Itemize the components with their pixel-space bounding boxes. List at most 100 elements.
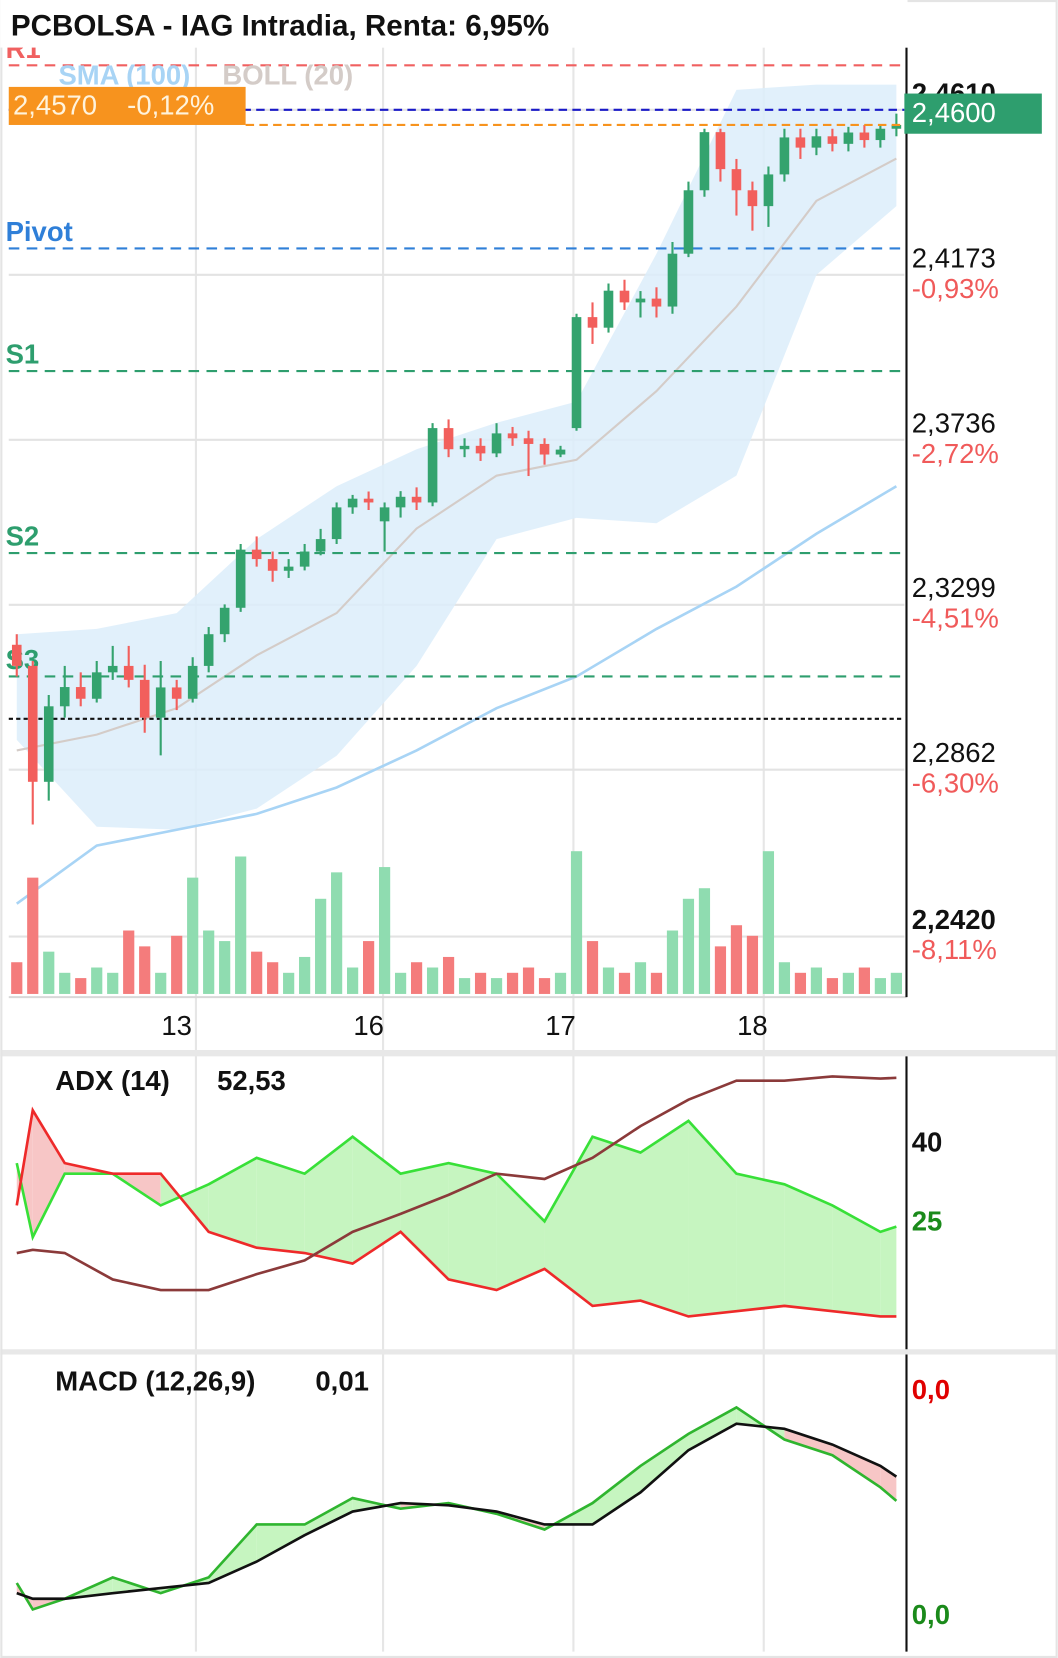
volume-bar <box>442 956 455 994</box>
volume-bar <box>363 941 375 994</box>
candle-body <box>411 496 422 503</box>
panel-value: 52,53 <box>217 1065 286 1096</box>
candle-body <box>187 665 198 699</box>
page-title: PCBOLSA - IAG Intradia, Renta: 6,95% <box>11 9 549 42</box>
candle-body <box>587 317 598 328</box>
y-tick-label: 25 <box>912 1206 943 1237</box>
volume-bar <box>139 946 151 994</box>
volume-bar <box>458 978 471 994</box>
panel-value: 0,01 <box>315 1365 369 1396</box>
candle-body <box>283 566 294 571</box>
volume-bar <box>187 877 199 994</box>
volume-bar <box>666 930 679 994</box>
fill-between <box>304 1498 353 1536</box>
volume-bar <box>618 972 631 994</box>
candle-body <box>539 443 550 455</box>
volume-bar <box>650 972 663 994</box>
x-tick-label: 17 <box>545 1010 576 1041</box>
fill-between <box>880 1226 897 1317</box>
candle-body <box>731 169 742 191</box>
candle-body <box>843 132 854 144</box>
volume-bar <box>315 898 327 994</box>
y-tick-label: 2,3299 <box>912 572 996 603</box>
volume-bar <box>586 941 599 994</box>
candle-body <box>507 433 518 439</box>
candle-body <box>251 549 262 560</box>
candle-body <box>219 607 230 635</box>
y-tick-label: 0,0 <box>912 1374 950 1405</box>
volume-bar <box>506 972 519 994</box>
fill-between <box>256 1157 305 1254</box>
y-tick-label: 2,2420 <box>912 904 996 935</box>
volume-bar <box>810 967 823 994</box>
fill-between <box>544 1503 593 1530</box>
volume-bar <box>203 930 215 994</box>
volume-bar <box>27 877 39 994</box>
volume-bar <box>682 898 695 994</box>
candle-body <box>267 559 278 571</box>
level-label: S2 <box>6 521 40 552</box>
volume-bar <box>331 872 343 994</box>
legend-entry: BOLL (20) <box>222 59 353 90</box>
volume-bar <box>251 951 263 994</box>
candle-body <box>683 190 694 254</box>
volume-bar <box>43 951 55 994</box>
volume-bar <box>490 978 503 994</box>
x-tick-label: 16 <box>353 1010 384 1041</box>
y2-tick-label: -6,30% <box>912 767 999 798</box>
volume-bar <box>698 888 711 994</box>
volume-bar <box>874 978 886 994</box>
candle-body <box>779 137 790 175</box>
x-tick-label: 18 <box>737 1010 768 1041</box>
volume-bar <box>522 967 535 994</box>
candle-body <box>171 687 182 699</box>
candle-body <box>651 298 662 307</box>
volume-bar <box>219 941 231 994</box>
fill-between <box>640 1433 689 1493</box>
indicator-line <box>15 1405 898 1612</box>
volume-bar <box>746 935 759 994</box>
volume-bar <box>474 972 487 994</box>
sma-line <box>15 485 898 905</box>
candle-body <box>107 665 118 673</box>
candle-body <box>427 428 438 503</box>
fill-between <box>352 1136 401 1264</box>
title-bar <box>0 0 908 48</box>
current-badge <box>904 93 1042 134</box>
last-change: -0,12% <box>127 89 214 120</box>
candle-body <box>763 174 774 207</box>
candle-body <box>27 665 38 782</box>
volume-bar <box>155 972 167 994</box>
candle-body <box>379 507 390 522</box>
fill-between <box>592 1136 641 1306</box>
volume-bar <box>858 967 870 994</box>
candle-body <box>571 317 582 429</box>
volume-bar <box>123 930 135 994</box>
indicator-line <box>16 1422 898 1601</box>
y2-tick-label: -0,93% <box>912 273 999 304</box>
volume-bar <box>714 946 727 994</box>
candle-body <box>235 549 246 608</box>
volume-bar <box>347 967 359 994</box>
level-label: Pivot <box>6 216 73 247</box>
candle-body <box>331 507 342 540</box>
volume-bar <box>107 972 119 994</box>
fill-between <box>688 1120 737 1317</box>
separator <box>0 1049 1058 1057</box>
candle-body <box>315 539 326 552</box>
x-tick-label: 13 <box>161 1010 192 1041</box>
volume-bar <box>171 935 183 994</box>
volume-bar <box>890 972 902 994</box>
volume-bar <box>570 851 583 994</box>
candle-body <box>59 687 70 707</box>
volume-bar <box>554 972 567 994</box>
volume-bar <box>75 978 87 994</box>
y2-tick-label: -8,11% <box>912 934 997 965</box>
candle-body <box>603 290 614 328</box>
candle-body <box>299 551 310 567</box>
candle-body <box>523 438 534 444</box>
candle-body <box>11 644 22 666</box>
volume-bar <box>778 962 791 994</box>
